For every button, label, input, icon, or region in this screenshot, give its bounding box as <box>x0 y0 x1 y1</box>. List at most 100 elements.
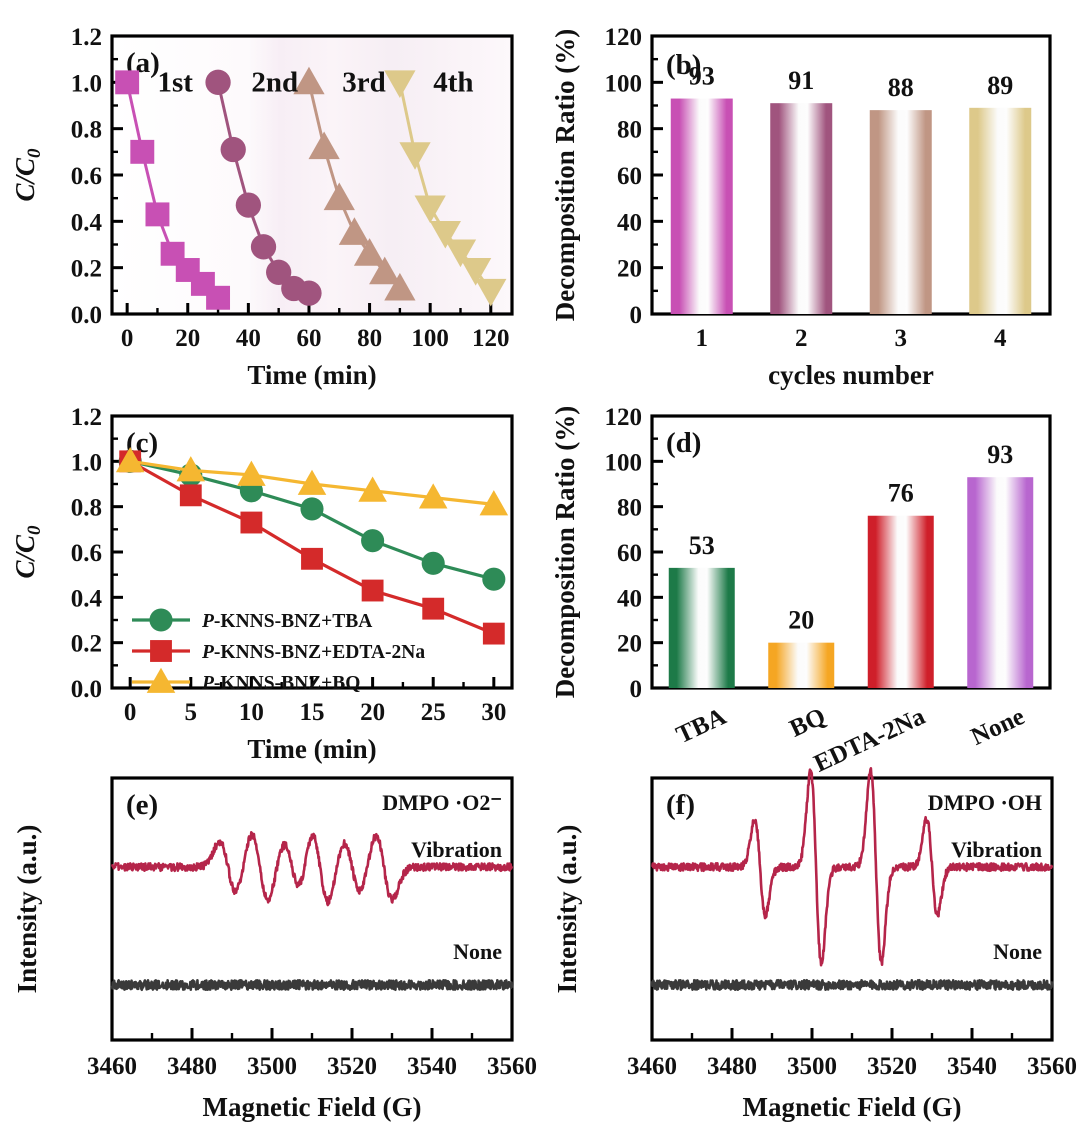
epr-trace-vibration <box>110 830 514 907</box>
x-axis-title: Time (min) <box>247 360 376 390</box>
marker-P-KNNS-BNZ+TBA <box>421 551 445 575</box>
marker-4th <box>414 195 446 224</box>
panel-a: 0 20 40 60 80 100 120 0.0 0.2 0.4 0.6 0.8 1.0 1.2 Time… <box>0 0 540 395</box>
plot-frame <box>110 414 514 690</box>
marker-1st <box>115 70 140 95</box>
y-axis-title: C/C0 <box>10 525 45 579</box>
species-label: DMPO ·OH <box>928 790 1042 815</box>
panel-label: (e) <box>126 789 158 821</box>
bar <box>670 98 733 314</box>
x-tick-label: 3 <box>895 325 908 352</box>
series-2nd <box>205 69 322 306</box>
svg-text:120: 120 <box>472 325 510 352</box>
marker-2nd <box>220 136 246 163</box>
panel-e: 3460 3480 3500 3520 3540 3560 Magnetic Field (… <box>0 768 540 1148</box>
marker-2nd <box>205 69 231 95</box>
bar <box>869 110 932 314</box>
marker-P-KNNS-BNZ+BQ <box>358 476 387 502</box>
bars: 93 91 88 89 <box>670 62 1032 314</box>
marker-4th <box>444 239 477 268</box>
trace-label-none: None <box>993 939 1042 964</box>
svg-text:0.8: 0.8 <box>71 117 102 144</box>
marker-P-KNNS-BNZ+BQ <box>237 460 266 486</box>
marker-P-KNNS-BNZ+EDTA-2Na <box>361 579 384 602</box>
y-axis-title: Intensity (a.u.) <box>12 825 42 994</box>
y-axis-title: Decomposition Ratio (%) <box>550 406 580 698</box>
svg-text:0.0: 0.0 <box>71 302 102 329</box>
svg-text:40: 40 <box>617 585 642 612</box>
marker-P-KNNS-BNZ+TBA <box>361 529 385 553</box>
bar <box>668 567 735 688</box>
marker-4th <box>384 70 416 98</box>
bar-value-label: 93 <box>987 440 1013 469</box>
trace-label-vibration: Vibration <box>951 837 1042 862</box>
panel-c: 0 5 10 15 20 25 30 0.0 0.2 0.4 0.6 0.8 1.0 1.2 Time (m… <box>0 388 540 776</box>
cycle-annotations: 1st 2nd 3rd 4th <box>157 67 473 99</box>
tick-labels: 0 5 10 15 20 25 30 0.0 0.2 0.4 0.6 0.8 1.0 1.2 <box>71 404 507 726</box>
marker-P-KNNS-BNZ+EDTA-2Na <box>240 511 263 534</box>
bar-value-label: 88 <box>888 73 914 102</box>
marker-2nd <box>235 192 262 218</box>
marker-1st <box>130 139 155 164</box>
marker-3rd <box>369 256 401 285</box>
svg-text:3460: 3460 <box>87 1053 137 1080</box>
svg-text:80: 80 <box>617 495 642 522</box>
svg-text:60: 60 <box>617 540 642 567</box>
marker-4th <box>429 220 461 249</box>
series-4th <box>384 70 507 307</box>
svg-text:20: 20 <box>617 256 642 283</box>
x-tick-label: 2 <box>795 325 808 352</box>
marker-3rd <box>323 182 355 211</box>
marker-1st <box>145 202 170 227</box>
plot-frame <box>650 414 1052 690</box>
svg-text:40: 40 <box>236 325 261 352</box>
panel-label: (b) <box>666 49 701 81</box>
svg-text:3460: 3460 <box>627 1053 677 1080</box>
legend-label: P-KNNS-BNZ+BQ <box>201 673 360 694</box>
plot-background <box>652 778 1052 1040</box>
marker-1st <box>206 285 231 310</box>
bar-value-label: 20 <box>788 606 814 635</box>
bar <box>969 107 1032 314</box>
svg-text:3500: 3500 <box>247 1053 297 1080</box>
panel-b: 0 20 40 60 80 100 120 1 2 3 4 93 91 88 89 cycles number… <box>540 0 1080 395</box>
svg-text:3540: 3540 <box>407 1053 457 1080</box>
svg-text:0: 0 <box>124 699 137 726</box>
marker-P-KNNS-BNZ+EDTA-2Na <box>422 597 445 620</box>
svg-text:0: 0 <box>630 302 643 329</box>
svg-text:1.2: 1.2 <box>71 404 102 431</box>
x-tick-label: 1 <box>696 325 709 352</box>
svg-text:0.6: 0.6 <box>71 163 102 190</box>
svg-text:25: 25 <box>421 699 446 726</box>
svg-text:3540: 3540 <box>947 1053 997 1080</box>
plot-frame <box>650 34 1052 316</box>
svg-text:80: 80 <box>617 117 642 144</box>
svg-text:100: 100 <box>605 449 643 476</box>
marker-2nd <box>296 280 322 306</box>
tick-labels: 3460 3480 3500 3520 3540 3560 <box>627 1053 1077 1080</box>
x-tick-label: 4 <box>994 325 1007 352</box>
bar <box>967 477 1034 688</box>
panel-f: 3460 3480 3500 3520 3540 3560 Magnetic Field (… <box>540 767 1080 1148</box>
svg-text:3520: 3520 <box>867 1053 917 1080</box>
x-axis-title: Time (min) <box>247 734 376 764</box>
marker-4th <box>459 258 492 286</box>
plot-frame <box>650 776 1054 1042</box>
svg-text:0.2: 0.2 <box>71 631 102 658</box>
plot-frame <box>110 34 514 316</box>
svg-text:120: 120 <box>605 404 643 431</box>
svg-text:20: 20 <box>617 631 642 658</box>
marker-2nd <box>250 234 277 260</box>
svg-text:0.4: 0.4 <box>71 585 103 612</box>
legend-marker-P-KNNS-BNZ+TBA <box>149 608 173 632</box>
marker-P-KNNS-BNZ+BQ <box>115 447 145 473</box>
svg-text:100: 100 <box>411 325 449 352</box>
plot-background <box>112 778 512 1040</box>
marker-3rd <box>308 131 340 160</box>
svg-text:1.0: 1.0 <box>71 70 102 97</box>
svg-text:120: 120 <box>605 24 643 51</box>
marker-P-KNNS-BNZ+EDTA-2Na <box>179 484 202 507</box>
svg-text:3480: 3480 <box>167 1053 217 1080</box>
tick-labels: 3460 3480 3500 3520 3540 3560 <box>87 1053 537 1080</box>
